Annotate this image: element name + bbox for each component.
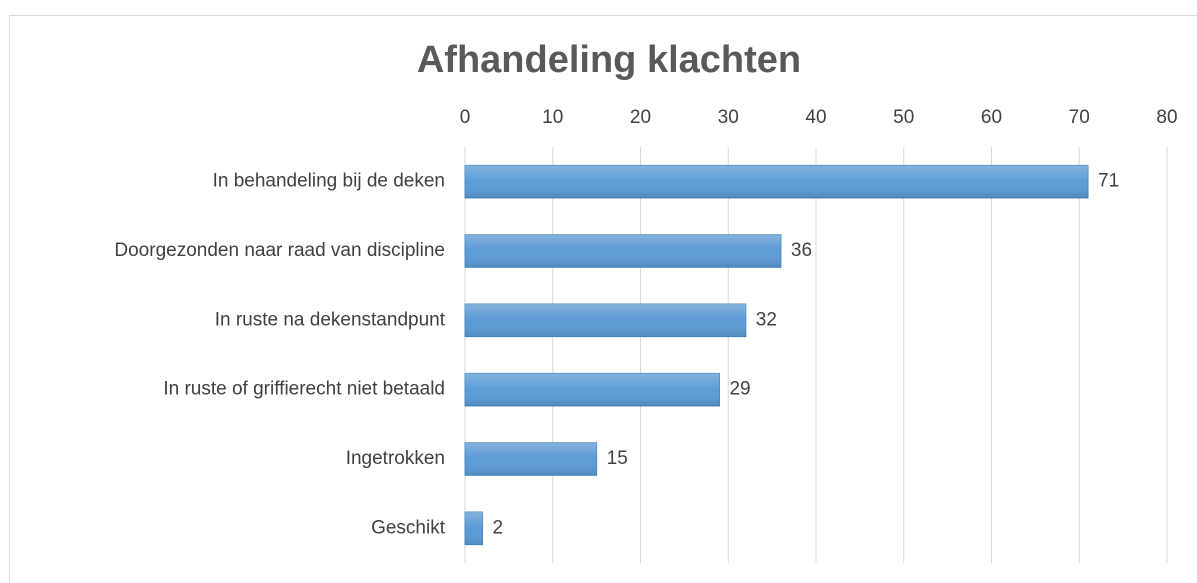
value-label: 32	[756, 309, 777, 330]
bar-shine	[465, 442, 597, 476]
value-label: 2	[493, 517, 504, 538]
x-tick-label: 20	[630, 107, 651, 128]
x-tick-label: 0	[460, 107, 471, 128]
bar-shine	[465, 165, 1089, 198]
bar-shine	[465, 373, 720, 406]
x-tick-label: 80	[1156, 107, 1177, 128]
x-tick-label: 30	[718, 107, 739, 128]
y-tick-label: In ruste of griffierecht niet betaald	[163, 379, 445, 400]
y-tick-label: Geschikt	[371, 517, 446, 538]
value-label: 15	[607, 448, 628, 469]
x-tick-label: 60	[981, 107, 1002, 128]
x-tick-label: 50	[893, 107, 914, 128]
y-tick-label: In behandeling bij de deken	[213, 171, 445, 192]
bar-shine	[465, 304, 746, 337]
x-tick-label: 40	[805, 107, 826, 128]
bar-shine	[465, 512, 483, 545]
x-tick-label: 70	[1069, 107, 1090, 128]
y-tick-label: In ruste na dekenstandpunt	[215, 309, 446, 330]
value-label: 29	[729, 379, 750, 400]
y-tick-label: Ingetrokken	[346, 448, 445, 469]
x-tick-label: 10	[542, 107, 563, 128]
chart-title: Afhandeling klachten	[417, 39, 801, 81]
bar-shine	[465, 234, 781, 268]
chart-border	[9, 15, 1197, 583]
value-label: 36	[791, 240, 812, 261]
y-tick-label: Doorgezonden naar raad van discipline	[114, 240, 445, 261]
value-label: 71	[1098, 171, 1119, 192]
